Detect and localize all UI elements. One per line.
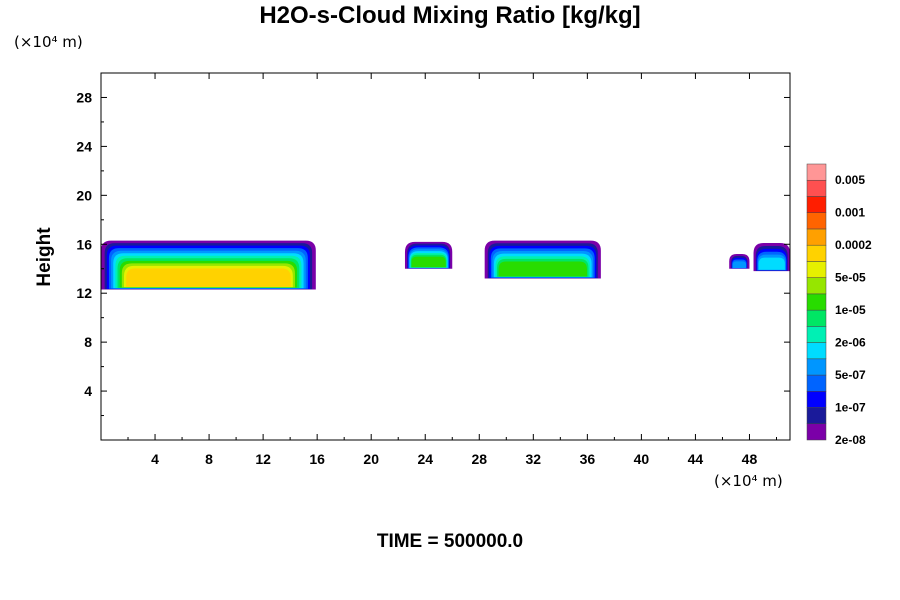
colorbar-swatch [806,358,827,376]
colorbar-label: 5e-05 [835,271,866,285]
cloud-region-4 [729,254,750,269]
x-tick-label: 32 [526,451,542,467]
time-label: TIME = 500000.0 [376,531,524,552]
x-tick-label: 28 [471,451,487,467]
colorbar-swatch [806,228,827,246]
x-tick-label: 24 [417,451,433,467]
contour-band [732,261,747,269]
colorbar-swatch [806,163,827,181]
cloud-region-1 [101,240,316,290]
contour-band [758,257,785,270]
x-tick-label: 20 [363,451,379,467]
colorbar-label: 1e-05 [835,303,866,317]
cloud-region-2 [404,241,453,269]
x-tick-label: 4 [151,451,159,467]
colorbar-swatch [806,277,827,295]
colorbar-swatch [806,407,827,425]
colorbar-swatch [806,261,827,278]
y-axis-title: Height [34,227,55,287]
y-unit-label: (×10⁴ m) [14,33,83,51]
colorbar-label: 0.0002 [835,238,872,252]
colorbar-label: 0.005 [835,173,865,187]
x-tick-label: 36 [580,451,596,467]
x-tick-label: 12 [255,451,271,467]
y-tick-label: 12 [76,285,92,301]
contour-band [498,261,587,277]
cloud-contours [101,240,790,290]
colorbar-label: 5e-07 [835,368,866,382]
colorbar-swatch [806,244,827,262]
x-tick-label: 44 [688,451,704,467]
y-tick-label: 4 [84,383,92,399]
y-tick-label: 28 [76,89,92,105]
colorbar: 0.005 0.001 0.0002 5e-05 1e-05 2e-06 5e-07 1e-0… [806,163,872,447]
x-tick-label: 48 [742,451,758,467]
colorbar-swatch [806,326,827,343]
cloud-region-3 [484,240,601,279]
colorbar-swatch [806,342,827,360]
x-tick-label: 40 [634,451,650,467]
y-tick-label: 20 [76,187,92,203]
x-unit-label: (×10⁴ m) [714,472,783,490]
y-tick-label: 8 [84,334,92,350]
contour-band [411,256,446,268]
colorbar-swatch [806,196,827,213]
colorbar-swatch [806,423,827,441]
colorbar-swatch [806,293,827,311]
y-tick-label: 24 [76,138,92,154]
y-tick-label: 16 [76,236,92,252]
colorbar-label: 1e-07 [835,401,866,415]
colorbar-swatch [806,374,827,392]
x-tick-label: 8 [205,451,213,467]
contour-band [126,268,291,287]
colorbar-swatch [806,391,827,408]
colorbar-swatch [806,212,827,230]
x-tick-label: 16 [309,451,325,467]
colorbar-label: 2e-06 [835,336,866,350]
cloud-region-5 [753,243,790,272]
chart-title: H2O-s-Cloud Mixing Ratio [kg/kg] [259,2,641,29]
colorbar-swatch [806,309,827,327]
plot-frame [100,72,791,441]
colorbar-label: 0.001 [835,206,865,220]
colorbar-swatch [806,179,827,197]
colorbar-label: 2e-08 [835,433,866,447]
